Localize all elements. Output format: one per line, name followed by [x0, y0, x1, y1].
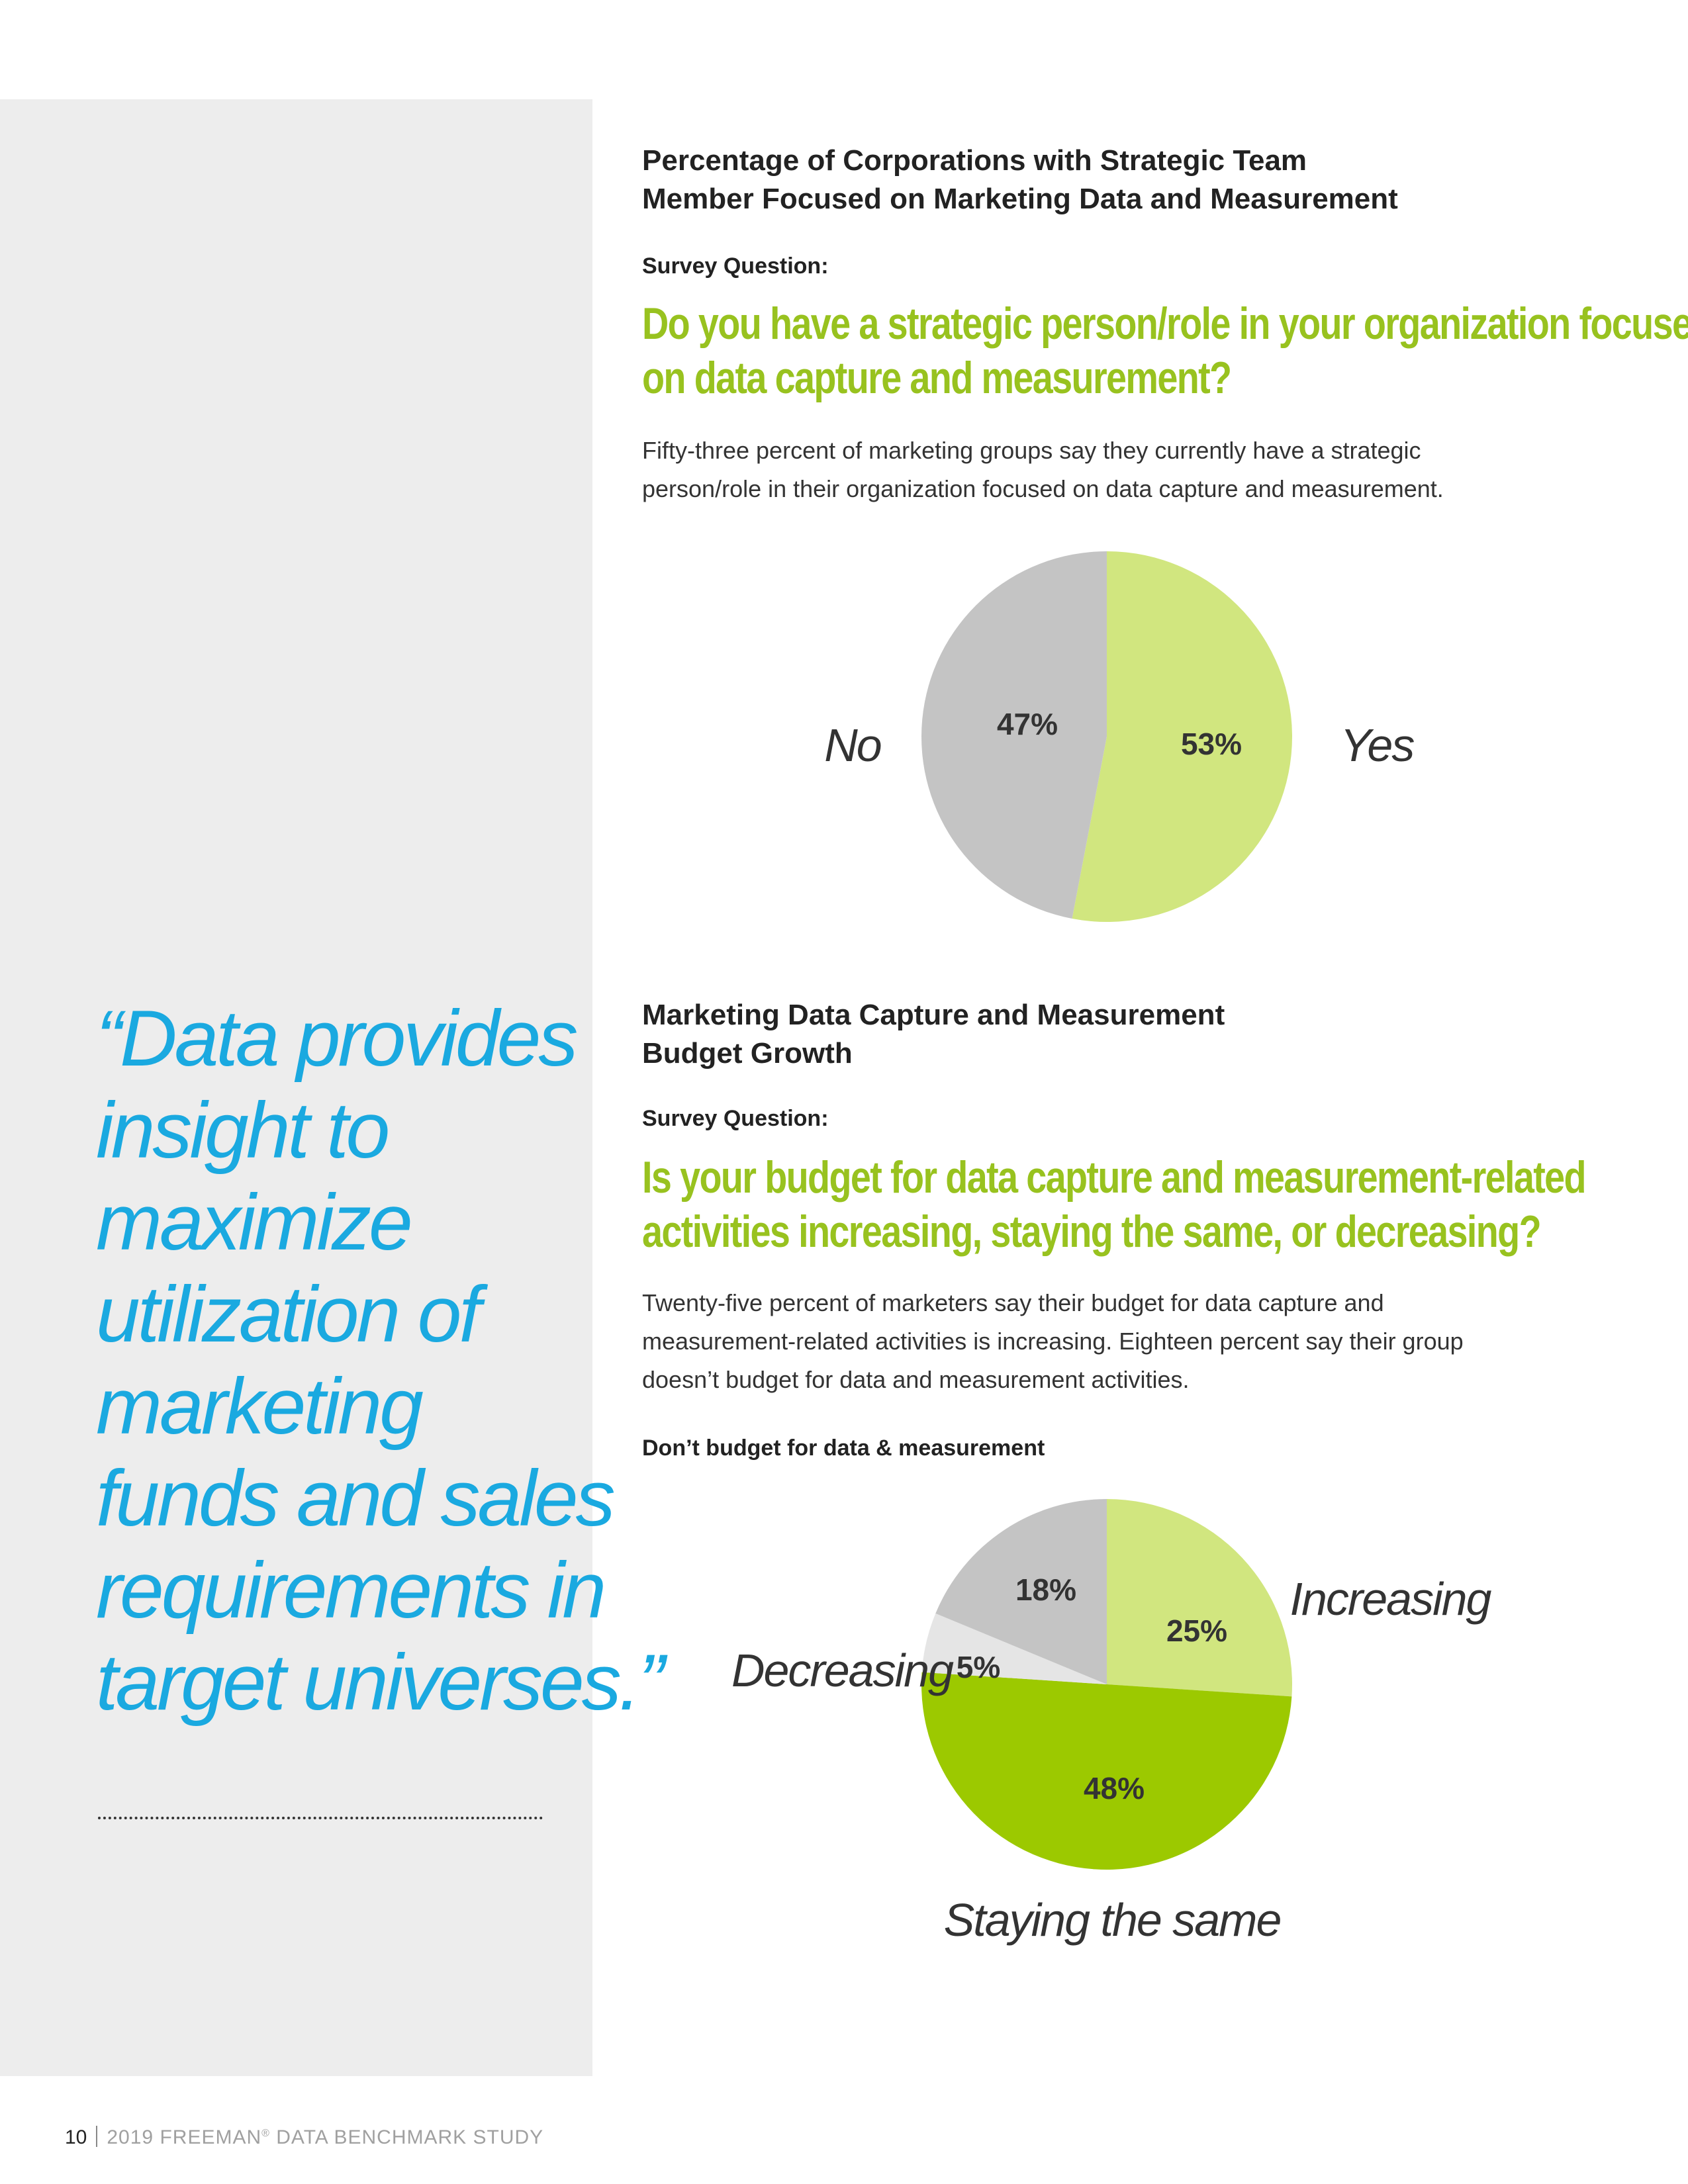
section2-body-line: doesn’t budget for data and measurement … [642, 1366, 1190, 1393]
pie-value-label-no: 47% [997, 707, 1058, 741]
pull-quote-line: insight to [96, 1086, 390, 1175]
section1-heading-line: Member Focused on Marketing Data and Mea… [642, 183, 1398, 215]
sidebar-panel [0, 99, 592, 2076]
footer-title: 2019 FREEMAN® DATA BENCHMARK STUDY [107, 2126, 543, 2148]
section1-body-line: Fifty-three percent of marketing groups … [642, 437, 1421, 464]
section2-heading-line: Budget Growth [642, 1037, 853, 1069]
pie-value-label-no-budget: 18% [1015, 1572, 1076, 1607]
registered-mark: ® [261, 2128, 270, 2139]
pie-value-label-staying: 48% [1084, 1771, 1145, 1805]
section1-body-line: person/role in their organization focuse… [642, 475, 1444, 502]
pie1-slice-no [921, 551, 1107, 919]
no-budget-label: Don’t budget for data & measurement [642, 1435, 1045, 1461]
pie-category-label-yes: Yes [1340, 719, 1415, 771]
section1-heading: Percentage of Corporations with Strategi… [642, 142, 1398, 218]
pie2-slice-increasing [1107, 1499, 1293, 1697]
section2-body-line: Twenty-five percent of marketers say the… [642, 1289, 1384, 1316]
pull-quote-line: marketing [96, 1362, 424, 1451]
pie-category-label-staying: Staying the same [944, 1894, 1281, 1946]
section2-body: Twenty-five percent of marketers say the… [642, 1284, 1464, 1399]
section2-survey-label: Survey Question: [642, 1106, 829, 1131]
footer-title-main: 2019 FREEMAN [107, 2126, 262, 2148]
pie-value-label-decreasing: 5% [957, 1650, 1000, 1684]
pie-category-label-increasing: Increasing [1290, 1573, 1492, 1625]
pull-quote-line: “Data provides [96, 994, 578, 1083]
pie-category-label-no: No [824, 719, 881, 771]
pull-quote-line: requirements in [96, 1546, 606, 1635]
pie1-slice-yes [1072, 551, 1292, 922]
section1-survey-label: Survey Question: [642, 253, 829, 279]
section1-question-line: on data capture and measurement? [642, 353, 1232, 403]
section2-body-line: measurement-related activities is increa… [642, 1328, 1464, 1355]
page-footer: 10 2019 FREEMAN® DATA BENCHMARK STUDY [65, 2126, 543, 2149]
page-number: 10 [65, 2126, 87, 2148]
section2-heading: Marketing Data Capture and Measurement B… [642, 996, 1225, 1073]
section2-question-line: activities increasing, staying the same,… [642, 1206, 1542, 1257]
pie2-slice-staying-the-same [921, 1672, 1292, 1870]
pie2-slice-don-t-budget-for-data-measurement [935, 1498, 1107, 1684]
section1-body: Fifty-three percent of marketing groups … [642, 432, 1444, 508]
section2-heading-line: Marketing Data Capture and Measurement [642, 999, 1225, 1031]
pie2-slice-decreasing [921, 1613, 1107, 1684]
section1-heading-line: Percentage of Corporations with Strategi… [642, 144, 1307, 177]
pie-value-label-yes: 53% [1181, 727, 1242, 761]
footer-separator [96, 2126, 98, 2147]
pie-value-label-increasing: 25% [1166, 1614, 1227, 1648]
pull-quote: “Data provides insight to maximize utili… [96, 993, 665, 1729]
pull-quote-line: utilization of [96, 1270, 481, 1359]
quote-divider [98, 1817, 543, 1819]
pie-category-label-decreasing: Decreasing [731, 1645, 954, 1696]
pull-quote-line: funds and sales [96, 1454, 616, 1543]
section2-question: Is your budget for data capture and meas… [642, 1150, 1597, 1259]
section1-question: Do you have a strategic person/role in y… [642, 296, 1688, 405]
section1-question-line: Do you have a strategic person/role in y… [642, 298, 1688, 349]
pull-quote-line: target universes.” [96, 1638, 665, 1727]
pull-quote-line: maximize [96, 1178, 413, 1267]
section2-question-line: Is your budget for data capture and meas… [642, 1152, 1587, 1203]
footer-title-rest: DATA BENCHMARK STUDY [269, 2126, 544, 2148]
